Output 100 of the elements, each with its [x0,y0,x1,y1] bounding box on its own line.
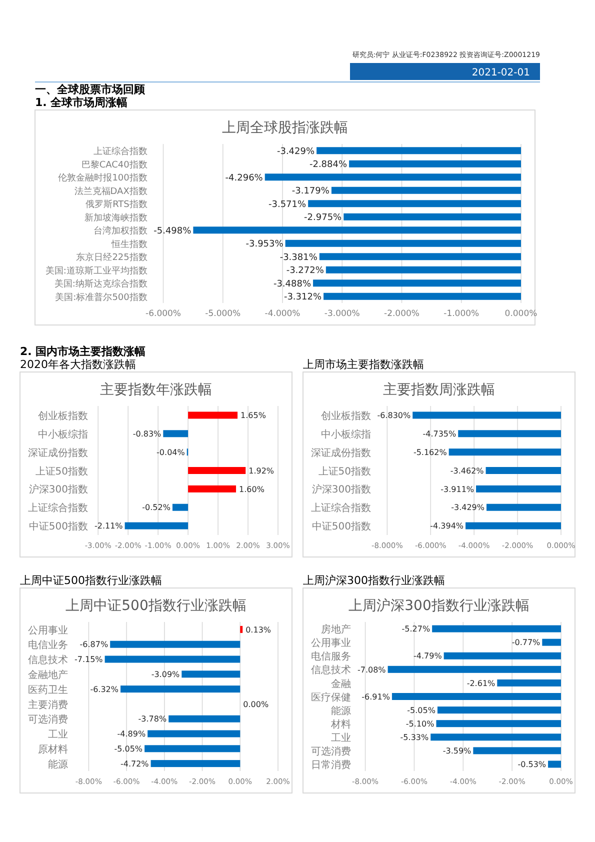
text: 2. 国内市场主要指数涨幅 [20,345,146,358]
y-tick-label: 可选消费 [311,745,351,758]
chart-subtitle: 上周市场主要指数涨跌幅 [303,358,424,371]
data-label: 1.92% [248,466,274,476]
data-label: -2.61% [466,678,496,688]
y-tick-label: 信息技术 [28,654,68,666]
y-tick-label: 电信业务 [28,639,68,652]
data-label: -3.911% [440,484,474,494]
data-label: -3.09% [151,670,180,680]
data-label: -2.884% [309,160,348,170]
y-tick-label: 医疗保健 [311,691,351,704]
y-tick-label: 沪深300指数 [28,484,88,496]
bar [188,412,238,419]
data-label: 1.60% [239,484,265,494]
y-tick-label: 中证500指数 [312,520,371,533]
y-tick-label: 上证50指数 [35,465,88,478]
data-label: -4.735% [422,430,457,439]
chart-subtitle: 上周沪深300指数行业涨跌幅 [303,574,445,587]
x-tick-label: 0.000% [504,309,538,319]
chart-title: 主要指数周涨跌幅 [383,382,495,398]
y-tick-label: 材料 [330,718,351,730]
y-tick-label: 可选消费 [28,714,68,726]
y-tick-label: 深证成份指数 [311,446,371,459]
x-tick-label: -6.000% [146,309,182,319]
data-label: -5.498% [154,226,192,236]
chart-subtitle: 1. 全球市场周涨幅 [35,96,128,109]
data-label: -0.52% [142,503,171,512]
data-label: -6.91% [362,692,390,702]
y-tick-label: 工业 [331,732,351,744]
y-tick-label: 公用事业 [28,624,68,636]
y-tick-label: 电信服务 [311,650,351,663]
y-tick-label: 创业板指数 [38,410,88,422]
y-tick-label: 沪深300指数 [312,484,371,496]
x-tick-label: -2.000% [384,309,420,319]
data-label: -0.53% [518,760,546,770]
data-label: -0.77% [512,638,541,648]
data-label: -4.394% [430,522,464,531]
data-label: -3.78% [138,714,167,724]
data-label: -3.179% [292,186,330,197]
x-tick-label: -1.000% [444,309,480,319]
y-tick-label: 信息技术 [311,664,351,676]
chart-title: 上周沪深300指数行业涨跌幅 [348,598,530,614]
y-tick-label: 中小板综指 [38,428,88,440]
y-tick-label: 原材料 [38,743,68,756]
y-tick-label: 能源 [331,704,351,717]
y-tick-label: 台湾加权指数 [93,226,148,237]
y-tick-label: 伦敦金融时报100指数 [58,172,148,184]
data-label: -3.272% [286,266,324,276]
data-label: -4.296% [225,173,264,184]
y-tick-label: 上证综合指数 [311,502,371,514]
data-label: -7.08% [357,665,386,674]
y-tick-label: 美国:纳斯达克综合指数 [54,278,148,290]
y-tick-label: 美国:道琼斯工业平均指数 [45,265,148,276]
text: 一、全球股票市场回顾 [35,83,146,96]
data-label: -3.312% [284,292,322,303]
y-tick-label: 俄罗斯RTS指数 [86,199,148,210]
data-label: -4.79% [414,652,442,661]
x-tick-label: -4.000% [264,309,300,319]
y-tick-label: 深证成份指数 [28,446,88,459]
bar [188,467,246,474]
data-label: -3.59% [442,746,472,756]
y-tick-label: 创业板指数 [321,410,371,422]
y-tick-label: 中小板综指 [321,428,371,440]
data-label: -3.953% [246,240,284,250]
data-label: -3.429% [451,503,485,512]
chart-title: 上周全球股指涨跌幅 [222,120,348,136]
y-tick-label: 金融 [331,678,351,690]
bar [172,504,188,511]
y-tick-label: 新加坡海峡指数 [84,212,148,224]
data-label: -5.10% [406,719,435,728]
x-tick-label: -5.000% [205,309,241,319]
y-tick-label: 法兰克福DAX指数 [74,186,148,197]
chart-subtitle: 上周中证500指数行业涨跌幅 [20,574,162,587]
bar [188,485,236,492]
y-tick-label: 房地产 [321,624,351,636]
y-tick-label: 日常消费 [311,759,351,772]
data-label: -3.429% [276,146,315,157]
y-tick-label: 中证500指数 [28,520,88,533]
x-tick-label: -3.000% [324,309,360,319]
data-label: -3.488% [273,279,312,290]
y-tick-label: 主要消费 [28,698,68,711]
data-label: -3.462% [450,466,484,476]
y-tick-label: 上证综合指数 [93,146,148,158]
bar [163,430,188,438]
data-label: -0.04% [156,448,186,457]
y-tick-label: 医药卫生 [28,684,68,696]
data-label: -5.162% [413,448,448,457]
y-tick-label: 公用事业 [311,637,351,650]
data-label: -3.571% [268,200,307,210]
y-tick-label: 美国:标准普尔500指数 [55,292,148,303]
data-label: 0.13% [246,625,272,634]
data-label: -6.87% [80,640,108,650]
y-tick-label: 上证综合指数 [28,502,88,514]
y-tick-label: 上证50指数 [318,465,371,478]
y-tick-label: 巴黎CAC40指数 [81,159,148,170]
data-label: -5.33% [400,733,429,742]
data-label: -4.72% [120,759,150,768]
chart-title: 上周中证500指数行业涨跌幅 [66,598,246,614]
data-label: -4.89% [117,730,146,739]
y-tick-label: 恒生指数 [110,238,148,250]
